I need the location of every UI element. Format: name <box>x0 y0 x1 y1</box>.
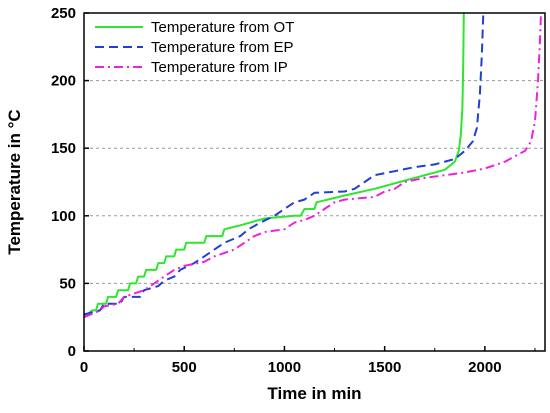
legend-label-ep: Temperature from EP <box>151 39 294 56</box>
x-tick-label-1500: 1500 <box>368 359 401 376</box>
x-tick-label-2000: 2000 <box>468 359 501 376</box>
x-tick-label-1000: 1000 <box>268 359 301 376</box>
y-tick-label-150: 150 <box>51 140 76 157</box>
y-tick-label-250: 250 <box>51 5 76 22</box>
x-tick-label-500: 500 <box>172 359 197 376</box>
legend: Temperature from OT Temperature from EP … <box>95 19 294 76</box>
plot-frame <box>83 12 546 352</box>
x-tick-label-0: 0 <box>80 359 88 376</box>
y-tick-label-0: 0 <box>68 343 76 360</box>
legend-label-ot: Temperature from OT <box>151 19 294 36</box>
legend-item-ip: Temperature from IP <box>95 59 288 76</box>
y-tick-label-200: 200 <box>51 73 76 90</box>
y-tick-label-100: 100 <box>51 208 76 225</box>
grid-lines <box>84 80 545 284</box>
y-tick-label-50: 50 <box>59 275 76 292</box>
series-line-ot <box>83 12 465 318</box>
x-axis-title: Time in min <box>267 384 361 403</box>
series-line-ep <box>83 12 485 316</box>
legend-item-ot: Temperature from OT <box>95 19 294 36</box>
axis-ticks: 0 50 100 150 200 250 0 500 1000 1500 2000 <box>51 5 536 376</box>
legend-item-ep: Temperature from EP <box>95 39 294 56</box>
y-axis-title: Temperature in °C <box>5 109 24 254</box>
series-line-ip <box>83 12 542 319</box>
legend-label-ip: Temperature from IP <box>151 59 288 76</box>
series-lines <box>83 12 542 319</box>
